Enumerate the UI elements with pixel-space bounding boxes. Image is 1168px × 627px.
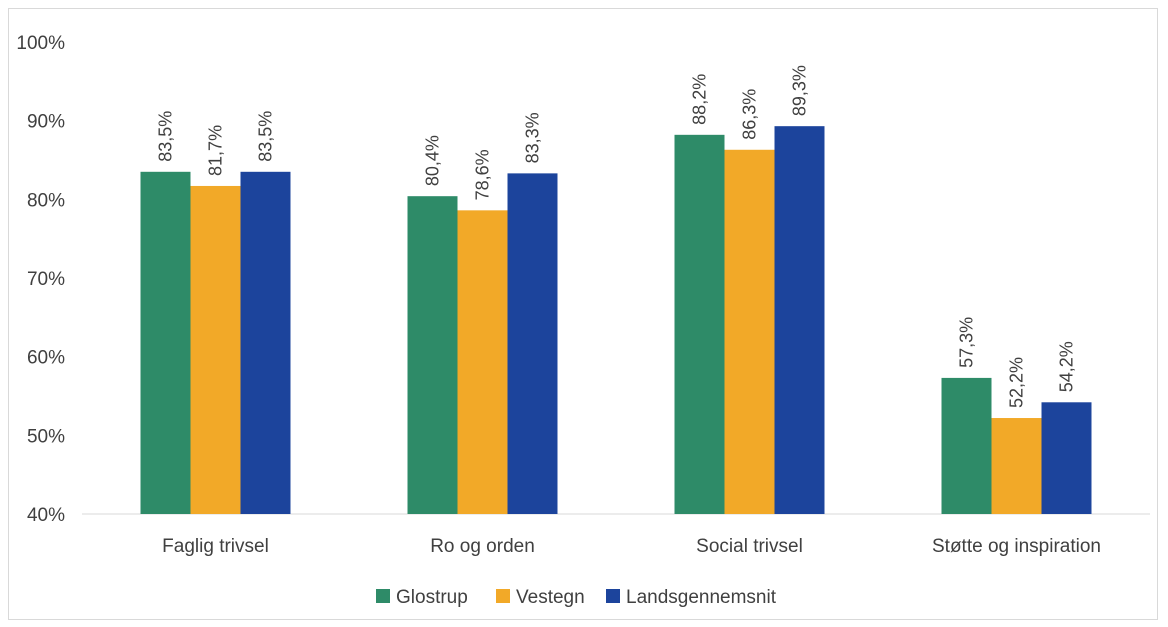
legend-swatch-vestegn [496,589,510,603]
y-tick-label: 40% [27,505,65,526]
bar-glostrup [674,134,725,514]
data-label: 86,3% [740,89,760,140]
y-tick-label: 100% [16,33,65,54]
data-label: 83,5% [256,111,276,162]
bar-glostrup [140,171,191,515]
legend: Glostrup Vestegn Landsgennemsnit [376,587,777,608]
y-axis: 40% 50% 60% 70% 80% 90% 100% [16,33,65,526]
x-tick-label: Faglig trivsel [162,536,269,557]
bar-glostrup [941,377,992,514]
x-tick-label: Støtte og inspiration [932,536,1101,557]
x-tick-label: Social trivsel [696,536,803,557]
data-label: 89,3% [790,65,810,116]
bar-vestegn [457,210,508,514]
data-label: 57,3% [957,317,977,368]
data-label: 88,2% [690,74,710,125]
y-tick-label: 50% [27,426,65,447]
bar-landsgennemsnit [240,171,291,515]
data-label: 78,6% [473,149,493,200]
data-label: 83,5% [156,111,176,162]
x-axis: Faglig trivsel Ro og orden Social trivsel S… [82,513,1150,557]
y-tick-label: 70% [27,269,65,290]
data-label: 54,2% [1057,341,1077,392]
x-tick-label: Ro og orden [430,536,535,557]
data-label: 80,4% [423,135,443,186]
bar-landsgennemsnit [1041,402,1092,514]
data-label: 52,2% [1007,357,1027,408]
bar-vestegn [190,185,241,514]
y-tick-label: 90% [27,112,65,133]
data-label: 83,3% [523,112,543,163]
legend-swatch-landsgennemsnit [606,589,620,603]
y-tick-label: 80% [27,190,65,211]
y-tick-label: 60% [27,348,65,369]
legend-label: Landsgennemsnit [626,587,777,608]
legend-label: Vestegn [516,587,585,608]
legend-swatch-glostrup [376,589,390,603]
bar-vestegn [724,149,775,515]
bar-landsgennemsnit [774,126,825,514]
data-label: 81,7% [206,125,226,176]
bars: 83,5% 81,7% 83,5% 80,4% 78,6% 83,3% 88,2% 86,3%… [140,65,1092,515]
legend-label: Glostrup [396,587,468,608]
bar-glostrup [407,196,458,515]
bar-vestegn [991,418,1042,514]
bar-landsgennemsnit [507,173,558,514]
